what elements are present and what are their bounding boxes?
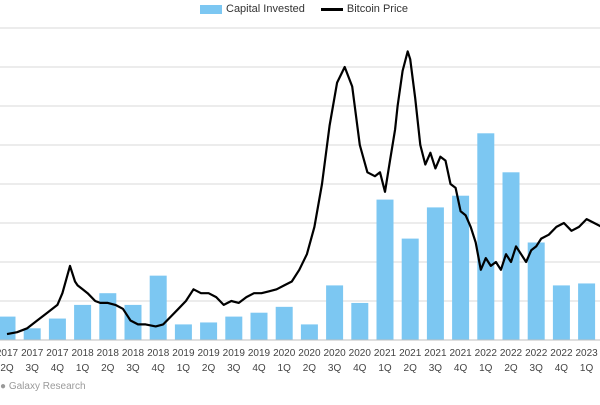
x-tick-quarter: 2Q: [404, 363, 418, 374]
x-tick-year: 2021: [449, 348, 472, 359]
x-tick-quarter: 1Q: [378, 363, 392, 374]
bar: [99, 293, 117, 340]
x-tick-quarter: 3Q: [26, 363, 40, 374]
x-tick-year: 2022: [550, 348, 573, 359]
price-line: [6, 50, 600, 336]
bar: [401, 238, 419, 340]
x-tick-quarter: 2Q: [504, 363, 518, 374]
bar: [23, 328, 41, 340]
bar: [275, 306, 293, 340]
x-tick-year: 2019: [223, 348, 246, 359]
x-tick-year: 2017: [46, 348, 69, 359]
bar: [326, 285, 344, 340]
x-tick-quarter: 4Q: [555, 363, 569, 374]
x-tick-quarter: 3Q: [126, 363, 140, 374]
x-tick-year: 2020: [273, 348, 296, 359]
x-tick-year: 2017: [21, 348, 44, 359]
legend-label-price: Bitcoin Price: [346, 3, 409, 15]
x-tick-quarter: 4Q: [252, 363, 266, 374]
x-tick-year: 2022: [500, 348, 523, 359]
x-tick-year: 2018: [147, 348, 170, 359]
legend-swatch-line: [320, 7, 343, 11]
x-tick-quarter: 4Q: [51, 363, 65, 374]
bar: [48, 318, 66, 340]
bar: [300, 324, 318, 340]
bar: [502, 172, 520, 340]
legend-swatch-bar: [200, 4, 222, 14]
x-tick-quarter: 3Q: [530, 363, 544, 374]
bar: [225, 316, 243, 340]
x-tick-quarter: 2Q: [202, 363, 216, 374]
x-tick-year: 2018: [97, 348, 120, 359]
bar: [452, 195, 470, 340]
bar: [426, 207, 444, 340]
source-note: ● Galaxy Research: [0, 381, 86, 392]
x-tick-year: 2022: [475, 348, 498, 359]
x-tick-year: 2018: [122, 348, 145, 359]
x-tick-quarter: 3Q: [429, 363, 443, 374]
bar: [174, 324, 192, 340]
x-tick-quarter: 1Q: [479, 363, 493, 374]
x-tick-quarter: 4Q: [353, 363, 367, 374]
x-tick-quarter: 3Q: [227, 363, 241, 374]
legend-item-price: Bitcoin Price: [320, 3, 409, 15]
x-tick-year: 2019: [172, 348, 195, 359]
x-tick-quarter: 2Q: [101, 363, 115, 374]
x-tick-year: 2020: [298, 348, 321, 359]
x-tick-quarter: 4Q: [152, 363, 166, 374]
x-tick-quarter: 4Q: [454, 363, 468, 374]
bar: [578, 283, 596, 340]
bar: [477, 133, 495, 340]
bar: [376, 199, 394, 340]
x-tick-quarter: 1Q: [278, 363, 292, 374]
bar: [74, 304, 92, 340]
x-tick-year: 2021: [399, 348, 422, 359]
x-tick-quarter: 1Q: [76, 363, 90, 374]
x-tick-quarter: 1Q: [177, 363, 191, 374]
x-tick-year: 2018: [71, 348, 94, 359]
x-tick-quarter: 3Q: [328, 363, 342, 374]
x-tick-quarter: 1Q: [580, 363, 594, 374]
bar: [149, 275, 167, 340]
legend: Capital Invested Bitcoin Price: [200, 2, 408, 16]
bar: [200, 322, 218, 340]
x-tick-quarter: 2Q: [303, 363, 317, 374]
x-tick-year: 2020: [323, 348, 346, 359]
bar: [250, 312, 268, 340]
legend-item-capital: Capital Invested: [200, 3, 305, 15]
legend-label-capital: Capital Invested: [226, 3, 305, 15]
bar: [0, 316, 16, 340]
x-tick-year: 2022: [525, 348, 548, 359]
x-tick-year: 2019: [248, 348, 271, 359]
x-tick-year: 2017: [0, 348, 19, 359]
x-tick-year: 2021: [424, 348, 447, 359]
source-text: Galaxy Research: [8, 381, 86, 392]
galaxy-logo-icon: ●: [0, 381, 7, 392]
x-tick-year: 2021: [374, 348, 397, 359]
x-tick-year: 2020: [349, 348, 372, 359]
x-tick-year: 2023: [575, 348, 598, 359]
x-tick-year: 2019: [197, 348, 220, 359]
x-tick-quarter: 2Q: [0, 363, 14, 374]
bar: [527, 242, 545, 340]
bar: [552, 285, 570, 340]
bar: [351, 302, 369, 340]
